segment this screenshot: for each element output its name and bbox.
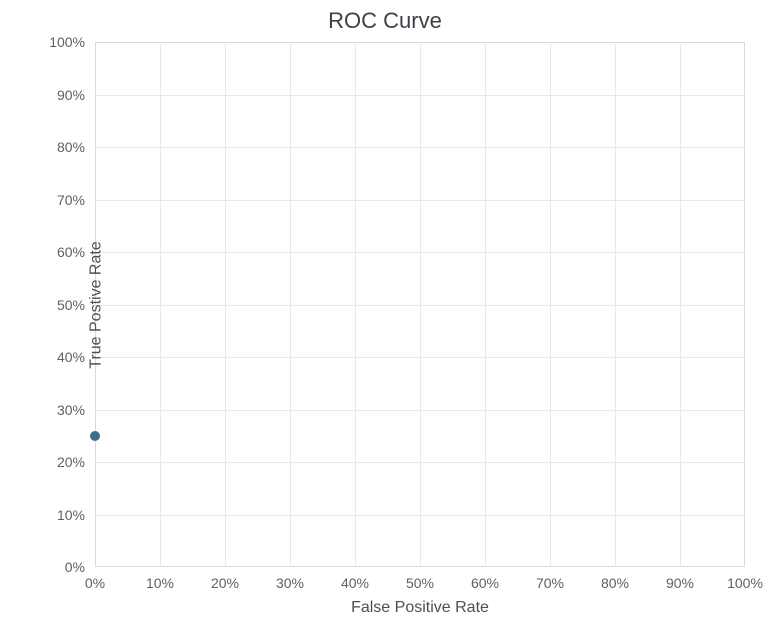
chart-title: ROC Curve	[0, 8, 770, 34]
roc-chart: ROC Curve 0%10%20%30%40%50%60%70%80%90%1…	[0, 0, 770, 644]
y-tick-label: 10%	[57, 507, 85, 523]
y-tick-label: 60%	[57, 244, 85, 260]
gridline-horizontal	[95, 95, 745, 96]
y-tick-label: 30%	[57, 402, 85, 418]
x-tick-label: 0%	[85, 575, 105, 591]
y-tick-label: 70%	[57, 192, 85, 208]
data-point	[90, 431, 100, 441]
y-tick-label: 80%	[57, 139, 85, 155]
x-axis-label: False Positive Rate	[351, 599, 489, 617]
gridline-horizontal	[95, 305, 745, 306]
y-tick-label: 90%	[57, 87, 85, 103]
y-tick-label: 50%	[57, 297, 85, 313]
gridline-horizontal	[95, 147, 745, 148]
x-tick-label: 20%	[211, 575, 239, 591]
y-tick-label: 40%	[57, 349, 85, 365]
x-tick-label: 30%	[276, 575, 304, 591]
y-tick-label: 0%	[65, 559, 85, 575]
y-axis-label: True Postive Rate	[88, 241, 106, 368]
gridline-horizontal	[95, 515, 745, 516]
gridline-horizontal	[95, 462, 745, 463]
gridline-horizontal	[95, 252, 745, 253]
y-tick-label: 20%	[57, 454, 85, 470]
gridline-horizontal	[95, 410, 745, 411]
x-tick-label: 100%	[727, 575, 763, 591]
x-tick-label: 90%	[666, 575, 694, 591]
x-tick-label: 60%	[471, 575, 499, 591]
plot-area: 0%10%20%30%40%50%60%70%80%90%100%0%10%20…	[95, 42, 745, 567]
x-tick-label: 40%	[341, 575, 369, 591]
x-tick-label: 80%	[601, 575, 629, 591]
gridline-horizontal	[95, 200, 745, 201]
x-tick-label: 10%	[146, 575, 174, 591]
gridline-horizontal	[95, 357, 745, 358]
x-tick-label: 50%	[406, 575, 434, 591]
y-tick-label: 100%	[49, 34, 85, 50]
x-tick-label: 70%	[536, 575, 564, 591]
